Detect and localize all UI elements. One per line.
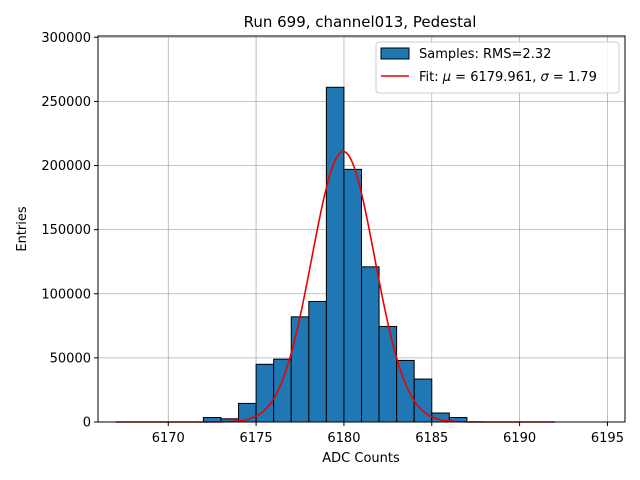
histogram-bar	[396, 359, 415, 423]
y-axis-ticks: 0 50000 100000 150000 200000 250000 300000	[41, 31, 98, 431]
histogram-bar	[290, 316, 310, 423]
legend-box	[375, 41, 620, 94]
x-tick-label: 6175	[240, 431, 273, 446]
x-tick-label: 6185	[415, 431, 448, 446]
histogram-bar	[308, 300, 327, 423]
x-tick-label: 6195	[591, 431, 624, 446]
x-tick-label: 6180	[327, 431, 360, 446]
y-tick-label: 0	[83, 416, 91, 431]
x-axis-label: ADC Counts	[322, 451, 400, 466]
y-tick-label: 250000	[41, 95, 91, 110]
legend: Samples: RMS=2.32 Fit: μ = 6179.961, σ =…	[375, 41, 620, 94]
y-axis-label: Entries	[15, 206, 30, 252]
y-tick-label: 200000	[41, 159, 91, 174]
legend-fit-prefix: Fit:	[419, 70, 443, 85]
plot-frame	[97, 35, 626, 423]
x-tick-label: 6170	[152, 431, 185, 446]
legend-samples-label: Samples: RMS=2.32	[419, 47, 551, 62]
histogram-bar	[255, 363, 275, 423]
legend-fit-sigma-text: = 1.79	[549, 70, 597, 85]
histogram-bar	[361, 266, 380, 423]
legend-fit-sigma-symbol: σ	[541, 70, 550, 85]
histogram-bar	[325, 86, 345, 423]
legend-fit-label: Fit: μ = 6179.961, σ = 1.79	[419, 70, 597, 85]
legend-fit-mu-symbol: μ	[442, 70, 451, 85]
legend-samples-swatch	[380, 47, 410, 60]
x-axis-ticks: 6170 6175 6180 6185 6190 6195	[152, 422, 624, 446]
legend-fit-mu-text: = 6179.961,	[451, 70, 540, 85]
histogram-bar	[273, 358, 292, 423]
y-tick-label: 100000	[41, 287, 91, 302]
y-tick-label: 50000	[50, 351, 91, 366]
histogram-bar	[378, 325, 398, 423]
y-tick-label: 300000	[41, 31, 91, 46]
y-tick-label: 150000	[41, 223, 91, 238]
histogram-bar	[343, 168, 362, 423]
x-tick-label: 6190	[503, 431, 536, 446]
chart-title: Run 699, channel013, Pedestal	[244, 13, 477, 31]
